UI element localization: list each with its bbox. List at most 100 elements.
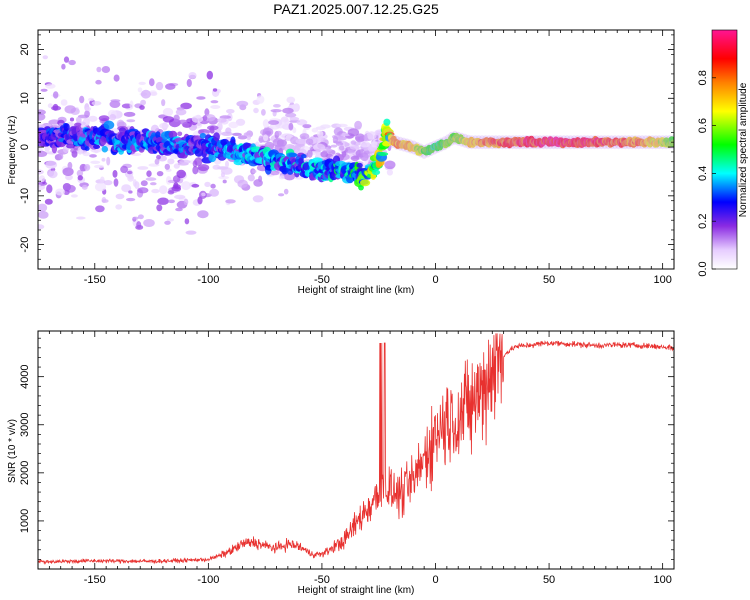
x-tick-label: -150 [84, 574, 106, 586]
spectrogram-noise-cell [217, 118, 227, 123]
spectrogram-halo-cell [621, 135, 630, 150]
spectrogram-noise-cell [157, 197, 169, 205]
spectrogram-noise-cell [75, 216, 86, 220]
spectrogram-noise-cell [386, 169, 393, 176]
spectrogram-noise-cell [252, 195, 264, 203]
spectrogram-halo-cell [658, 135, 667, 150]
spectrogram-noise-cell [98, 115, 110, 122]
spectrogram-noise-cell [90, 160, 101, 164]
spectrogram-noise-cell [172, 184, 181, 190]
spectrogram-halo-cell [457, 132, 466, 147]
spectrogram-noise-cell [126, 197, 136, 202]
spectrogram-noise-cell [84, 110, 90, 118]
spectrogram-halo-cell [484, 135, 493, 150]
spectrogram-noise-cell [88, 115, 98, 122]
spectrogram-noise-cell [181, 181, 191, 191]
y-tick-label: 10 [19, 92, 31, 104]
spectrogram-noise-cell [202, 115, 208, 122]
spectrogram-noise-cell [350, 140, 357, 145]
spectrogram-noise-cell [45, 160, 58, 169]
spectrogram-halo-cell [491, 135, 500, 150]
spectrogram-noise-cell [89, 154, 97, 158]
spectrogram-noise-cell [94, 164, 104, 169]
spectrogram-noise-cell [366, 131, 377, 140]
spectrogram-halo-cell [576, 135, 585, 150]
spectrogram-noise-cell [81, 184, 88, 190]
spectrogram-halo-cell [478, 135, 487, 150]
spectrogram-noise-cell [222, 179, 227, 184]
spectrogram-noise-cell [38, 224, 45, 230]
spectrogram-noise-cell [127, 170, 133, 175]
spectrogram-ridge-cell [63, 123, 70, 132]
spectrogram-halo-cell [433, 139, 442, 154]
spectrogram-noise-cell [150, 91, 158, 96]
spectrogram-halo-cell [396, 136, 405, 151]
snr-axes: -150 -100 -50 0 50 100 1000 2000 3000 4000 [19, 331, 675, 586]
spectrogram-noise-cell [100, 176, 105, 184]
spectrogram-noise-cell [335, 141, 344, 146]
spectrogram-noise-cell [60, 99, 68, 106]
y-tick-label: 1000 [19, 509, 31, 533]
spectrogram-noise-cell [192, 166, 199, 175]
spectrogram-noise-cell [313, 143, 326, 152]
spectrogram-noise-cell [38, 169, 44, 175]
spectrogram-halo-cell [427, 142, 435, 156]
spectrogram-halo-cell [529, 135, 538, 150]
x-tick-label: 0 [432, 274, 438, 286]
spectrogram-halo-cell [488, 135, 497, 150]
spectrogram-halo-cell [641, 135, 650, 150]
spectrogram-noise-cell [278, 193, 285, 197]
spectrogram-halo-cell [450, 130, 459, 145]
spectrogram-halo-cell [634, 135, 643, 150]
spectrogram-noise-cell [161, 99, 166, 107]
spectrogram-halo-cell [628, 135, 636, 150]
spectrogram-noise-cell [101, 157, 106, 162]
spectrogram-noise-cell [58, 153, 64, 160]
spectrogram-noise-cell [164, 163, 170, 170]
spectrogram-halo-cell [597, 135, 606, 150]
spectrogram-halo-cell [386, 130, 395, 145]
spectrogram-noise-cell [194, 157, 203, 166]
spectrogram-noise-cell [77, 175, 84, 181]
spectrogram-halo-cell [416, 143, 425, 158]
spectrogram-halo-cell [519, 135, 527, 150]
spectrogram-noise-cell [268, 120, 280, 125]
spectrogram-noise-cell [95, 205, 105, 213]
spectrogram-noise-cell [137, 214, 144, 220]
spectrogram-halo-cell [546, 135, 555, 150]
spectrogram-noise-cell [110, 99, 121, 103]
spectrogram-halo-cell [556, 135, 565, 150]
colorbar-frame [711, 29, 738, 270]
spectrogram-noise-cell [263, 134, 269, 142]
spectrogram-noise-cell [197, 210, 209, 219]
spectrogram-halo-cell [444, 134, 452, 149]
spectrogram-noise-cell [212, 164, 221, 170]
spectrogram-noise-cell [273, 104, 281, 108]
spectrogram-noise-cell [51, 105, 62, 111]
spectrogram-noise-cell [333, 127, 343, 136]
spectrogram-halo-cell [399, 137, 408, 152]
spectrogram-halo-cell [559, 135, 568, 150]
spectrogram-noise-cell [156, 204, 163, 212]
spectrogram-noise-cell [225, 160, 229, 168]
spectrogram-noise-cell [142, 187, 147, 193]
spectrogram-halo-cell [495, 135, 504, 150]
spectrogram-halo-cell [515, 135, 524, 150]
spectrogram-halo-cell [440, 136, 449, 151]
spectrogram-noise-cell [127, 174, 134, 182]
spectrogram-halo-cell [648, 135, 657, 150]
spectrogram-noise-cell [115, 193, 125, 200]
spectrogram-noise-cell [322, 150, 328, 155]
y-tick-label: 2000 [19, 461, 31, 485]
spectrogram-noise-cell [174, 194, 186, 200]
spectrogram-noise-cell [188, 72, 197, 79]
spectrogram-noise-cell [371, 141, 378, 148]
spectrogram-noise-cell [137, 87, 143, 93]
spectrogram-noise-cell [210, 100, 219, 104]
spectrogram-noise-cell [167, 190, 175, 195]
spectrogram-noise-cell [103, 180, 113, 186]
spectrogram-halo-cell [536, 135, 544, 150]
x-tick-label: -150 [84, 274, 106, 286]
spectrogram-noise-cell [113, 178, 119, 187]
spectrogram-noise-cell [201, 192, 206, 197]
